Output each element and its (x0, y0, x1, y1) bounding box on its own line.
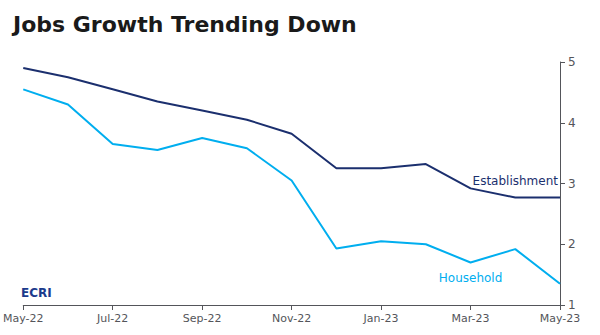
svg-text:Mar-23: Mar-23 (452, 312, 490, 325)
svg-text:Sep-22: Sep-22 (183, 312, 222, 325)
svg-text:Jobs Growth Trending Down: Jobs Growth Trending Down (11, 12, 357, 37)
svg-text:1: 1 (568, 298, 576, 312)
svg-text:4: 4 (568, 116, 576, 130)
svg-text:Establishment: Establishment (473, 174, 559, 188)
svg-text:5: 5 (568, 55, 576, 69)
svg-text:May-23: May-23 (540, 312, 581, 325)
svg-text:Jul-22: Jul-22 (96, 312, 128, 325)
svg-text:Household: Household (439, 271, 503, 285)
svg-text:May-22: May-22 (3, 312, 44, 325)
svg-text:Nov-22: Nov-22 (272, 312, 311, 325)
svg-text:Jan-23: Jan-23 (363, 312, 399, 325)
svg-text:2: 2 (568, 237, 576, 251)
svg-text:ECRI: ECRI (21, 286, 52, 300)
svg-text:3: 3 (568, 177, 576, 191)
